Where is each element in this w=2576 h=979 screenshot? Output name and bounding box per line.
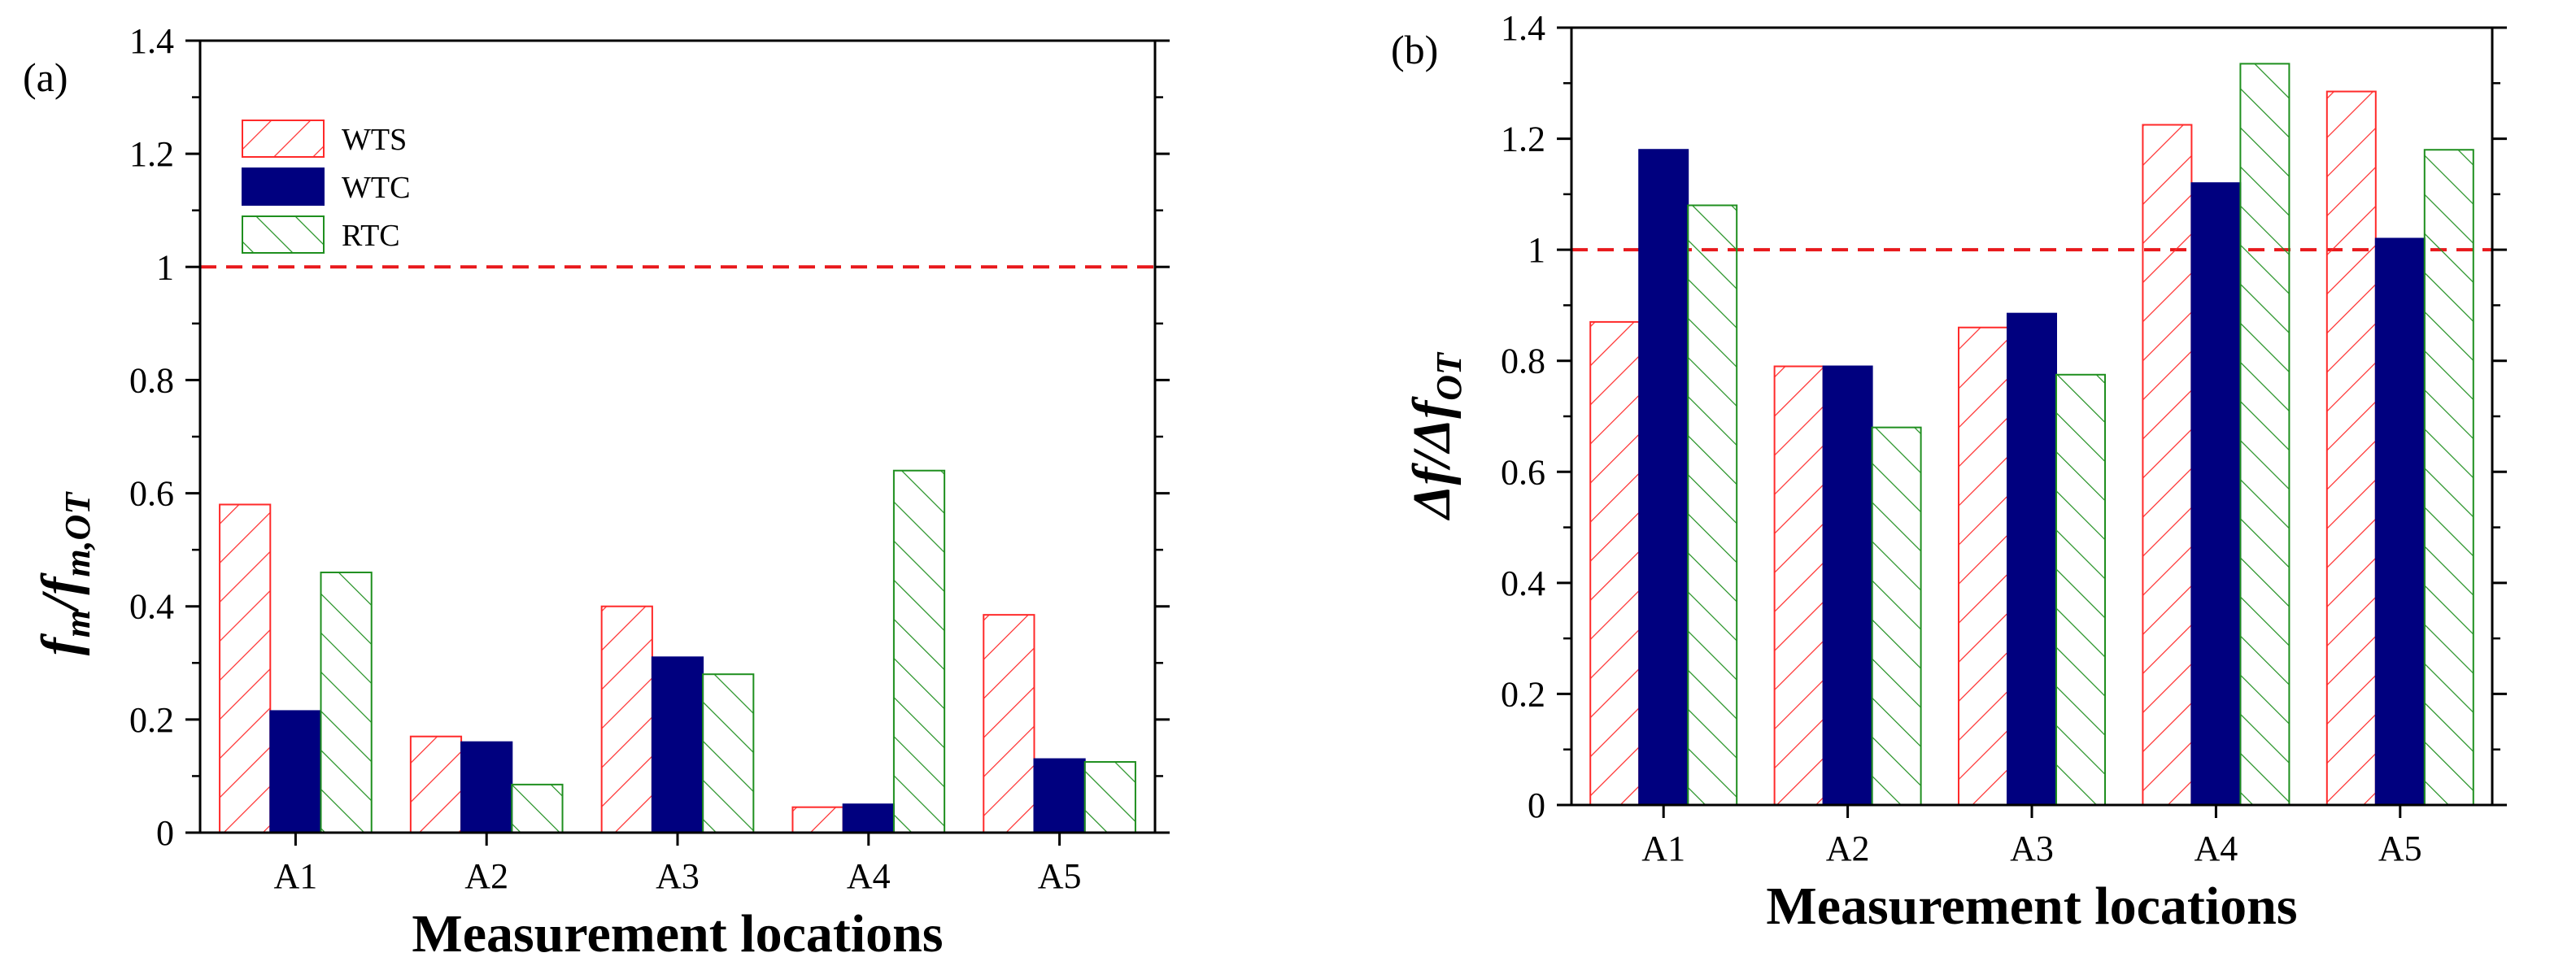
panel-b-y-axis-title: Δf/ΔfOT bbox=[1402, 351, 1469, 521]
y-tick-label: 0 bbox=[1528, 785, 1545, 825]
bar-wts-a4 bbox=[2142, 124, 2193, 806]
y-tick-label: 0.2 bbox=[129, 700, 174, 740]
bar-rtc-a2 bbox=[1871, 426, 1922, 807]
x-tick-label: A3 bbox=[2010, 829, 2054, 868]
panel-a-bars bbox=[219, 469, 1136, 834]
y-tick-label: 0.4 bbox=[1501, 563, 1545, 603]
y-tick-label: 1.4 bbox=[1501, 8, 1545, 48]
legend-swatch-wtc bbox=[242, 168, 325, 206]
panel-a-legend: WTS WTC RTC bbox=[242, 120, 410, 254]
y-tick-label: 0.4 bbox=[129, 587, 174, 627]
bar-rtc-a2 bbox=[511, 783, 564, 833]
x-tick-label: A4 bbox=[2195, 829, 2238, 868]
x-tick-label: A3 bbox=[656, 856, 700, 896]
bar-wts-a3 bbox=[1958, 326, 2009, 806]
panel-b: (b) 0 0.2 0.4 0.6 0.8 1 1.2 1.4 A1 A2 A3 A4 A5 Measu… bbox=[1391, 8, 2507, 936]
y-tick-label: 0.6 bbox=[129, 474, 174, 514]
y-tick-label: 1.4 bbox=[129, 21, 174, 61]
x-tick-label: A5 bbox=[2378, 829, 2422, 868]
y-tick-label: 0.8 bbox=[129, 360, 174, 400]
bar-wtc-a3 bbox=[2007, 312, 2057, 806]
y-tick-label: 1 bbox=[1528, 230, 1545, 270]
bar-rtc-a3 bbox=[702, 673, 755, 834]
y-tick-label: 1 bbox=[156, 247, 174, 287]
y-tick-label: 0.2 bbox=[1501, 674, 1545, 714]
legend-label-rtc: RTC bbox=[342, 219, 400, 253]
bar-wtc-a1 bbox=[269, 710, 322, 834]
bar-wts-a1 bbox=[1589, 320, 1641, 806]
bar-rtc-a4 bbox=[892, 469, 946, 833]
y-tick-label: 0.8 bbox=[1501, 342, 1545, 381]
bar-rtc-a5 bbox=[2423, 149, 2474, 806]
bar-wts-a3 bbox=[600, 605, 653, 833]
bar-rtc-a4 bbox=[2239, 63, 2291, 806]
panel-a-label: (a) bbox=[23, 54, 68, 100]
bar-wts-a2 bbox=[1773, 365, 1824, 806]
y-tick-label: 1.2 bbox=[129, 134, 174, 174]
bar-wts-a1 bbox=[219, 503, 272, 833]
bar-rtc-a1 bbox=[320, 571, 373, 833]
legend-label-wtc: WTC bbox=[342, 171, 410, 205]
panel-b-bars bbox=[1589, 63, 2474, 807]
y-tick-label: 1.2 bbox=[1501, 120, 1545, 159]
bar-rtc-a3 bbox=[2055, 373, 2106, 806]
bar-wts-a5 bbox=[2325, 90, 2377, 807]
panel-a-y-axis-title: fm/fm,OT bbox=[31, 491, 98, 656]
bar-wtc-a3 bbox=[651, 656, 704, 833]
y-tick-label: 0 bbox=[156, 813, 174, 853]
x-tick-label: A1 bbox=[1641, 829, 1685, 868]
panel-a: (a) 00.20.40.60.811.21.4A1 A2 A3 A4 A5 WTSWT… bbox=[23, 21, 1170, 964]
bar-wtc-a2 bbox=[460, 741, 513, 834]
legend-swatch-rtc bbox=[242, 215, 325, 254]
bar-wtc-a2 bbox=[1822, 365, 1873, 806]
bar-rtc-a5 bbox=[1083, 761, 1136, 833]
bar-wts-a2 bbox=[409, 735, 463, 834]
panel-a-axes: 0 0.2 0.4 0.6 0.8 1 1.2 1.4 A1 A2 A3 A4 A5 bbox=[129, 21, 1170, 896]
panel-a-x-axis-title: Measurement locations bbox=[412, 904, 943, 964]
bar-rtc-a1 bbox=[1687, 204, 1738, 806]
panel-b-x-axis-title: Measurement locations bbox=[1766, 877, 2297, 936]
x-tick-label: A2 bbox=[1826, 829, 1870, 868]
x-tick-label: A4 bbox=[847, 856, 891, 896]
bar-wts-a5 bbox=[983, 614, 1035, 834]
bar-wtc-a4 bbox=[2190, 182, 2242, 806]
bar-wtc-a5 bbox=[1033, 758, 1086, 833]
bar-wts-a4 bbox=[791, 806, 844, 834]
legend-swatch-wts bbox=[242, 120, 325, 158]
legend-label-wts: WTS bbox=[342, 123, 407, 157]
bar-wtc-a4 bbox=[842, 803, 895, 834]
x-tick-label: A2 bbox=[464, 856, 508, 896]
panel-b-axes: 0 0.2 0.4 0.6 0.8 1 1.2 1.4 A1 A2 A3 A4 A5 bbox=[1501, 8, 2507, 868]
x-tick-label: A1 bbox=[274, 856, 318, 896]
y-tick-label: 0.6 bbox=[1501, 452, 1545, 492]
x-tick-label: A5 bbox=[1038, 856, 1082, 896]
bar-wtc-a1 bbox=[1638, 149, 1689, 806]
panel-b-label: (b) bbox=[1391, 27, 1438, 72]
bar-wtc-a5 bbox=[2374, 237, 2426, 806]
